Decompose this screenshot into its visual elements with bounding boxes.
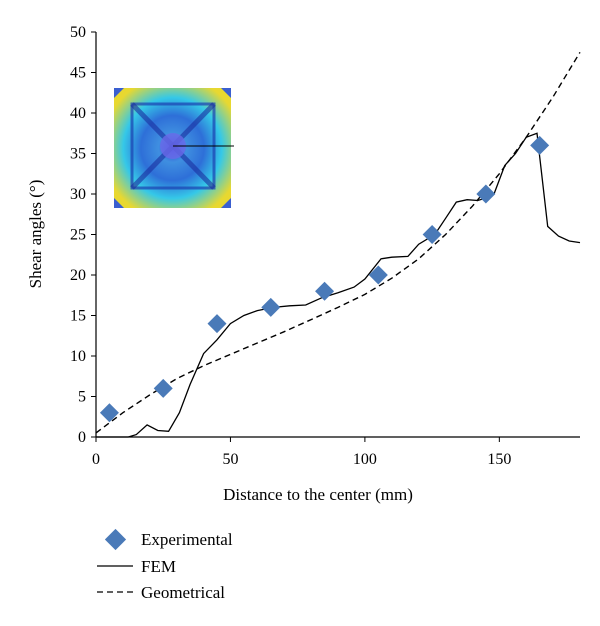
y-tick-label: 25 <box>70 227 86 244</box>
y-tick-label: 20 <box>70 267 86 284</box>
experimental-point <box>207 314 227 334</box>
y-tick-label: 10 <box>70 348 86 365</box>
y-tick-label: 40 <box>70 105 86 122</box>
x-tick-label: 0 <box>92 451 100 468</box>
legend-experimental-marker <box>104 528 127 551</box>
fem-line <box>96 132 581 438</box>
legend-experimental-label: Experimental <box>141 530 233 549</box>
y-tick-label: 30 <box>70 186 86 203</box>
legend-fem-label: FEM <box>141 557 176 576</box>
y-axis-ticks: 0 5 10 15 20 25 30 35 40 45 50 <box>70 24 96 446</box>
x-tick-label: 150 <box>487 451 511 468</box>
geometrical-series <box>95 51 581 434</box>
legend-geometrical-label: Geometrical <box>141 583 225 602</box>
y-tick-label: 15 <box>70 308 86 325</box>
fem-series <box>96 132 581 438</box>
inset-contour-image <box>114 88 234 208</box>
experimental-point <box>153 378 173 398</box>
y-tick-label: 35 <box>70 146 86 163</box>
experimental-point <box>530 135 550 155</box>
experimental-point <box>261 297 281 317</box>
y-tick-label: 5 <box>78 389 86 406</box>
experimental-point <box>422 225 442 244</box>
y-axis-title: Shear angles (°) <box>26 180 45 289</box>
legend: Experimental FEM Geometrical <box>97 528 233 602</box>
y-tick-label: 50 <box>70 24 86 41</box>
y-tick-label: 0 <box>78 429 86 446</box>
experimental-point <box>315 281 335 301</box>
geometrical-line <box>95 51 581 434</box>
x-tick-label: 50 <box>222 451 238 468</box>
x-axis-title: Distance to the center (mm) <box>223 485 413 504</box>
experimental-point <box>99 403 119 423</box>
experimental-point <box>476 184 496 204</box>
x-tick-label: 100 <box>353 451 377 468</box>
experimental-series <box>99 135 550 423</box>
x-axis-ticks: 0 50 100 150 <box>92 437 511 468</box>
experimental-point <box>368 265 388 285</box>
y-tick-label: 45 <box>70 65 86 82</box>
